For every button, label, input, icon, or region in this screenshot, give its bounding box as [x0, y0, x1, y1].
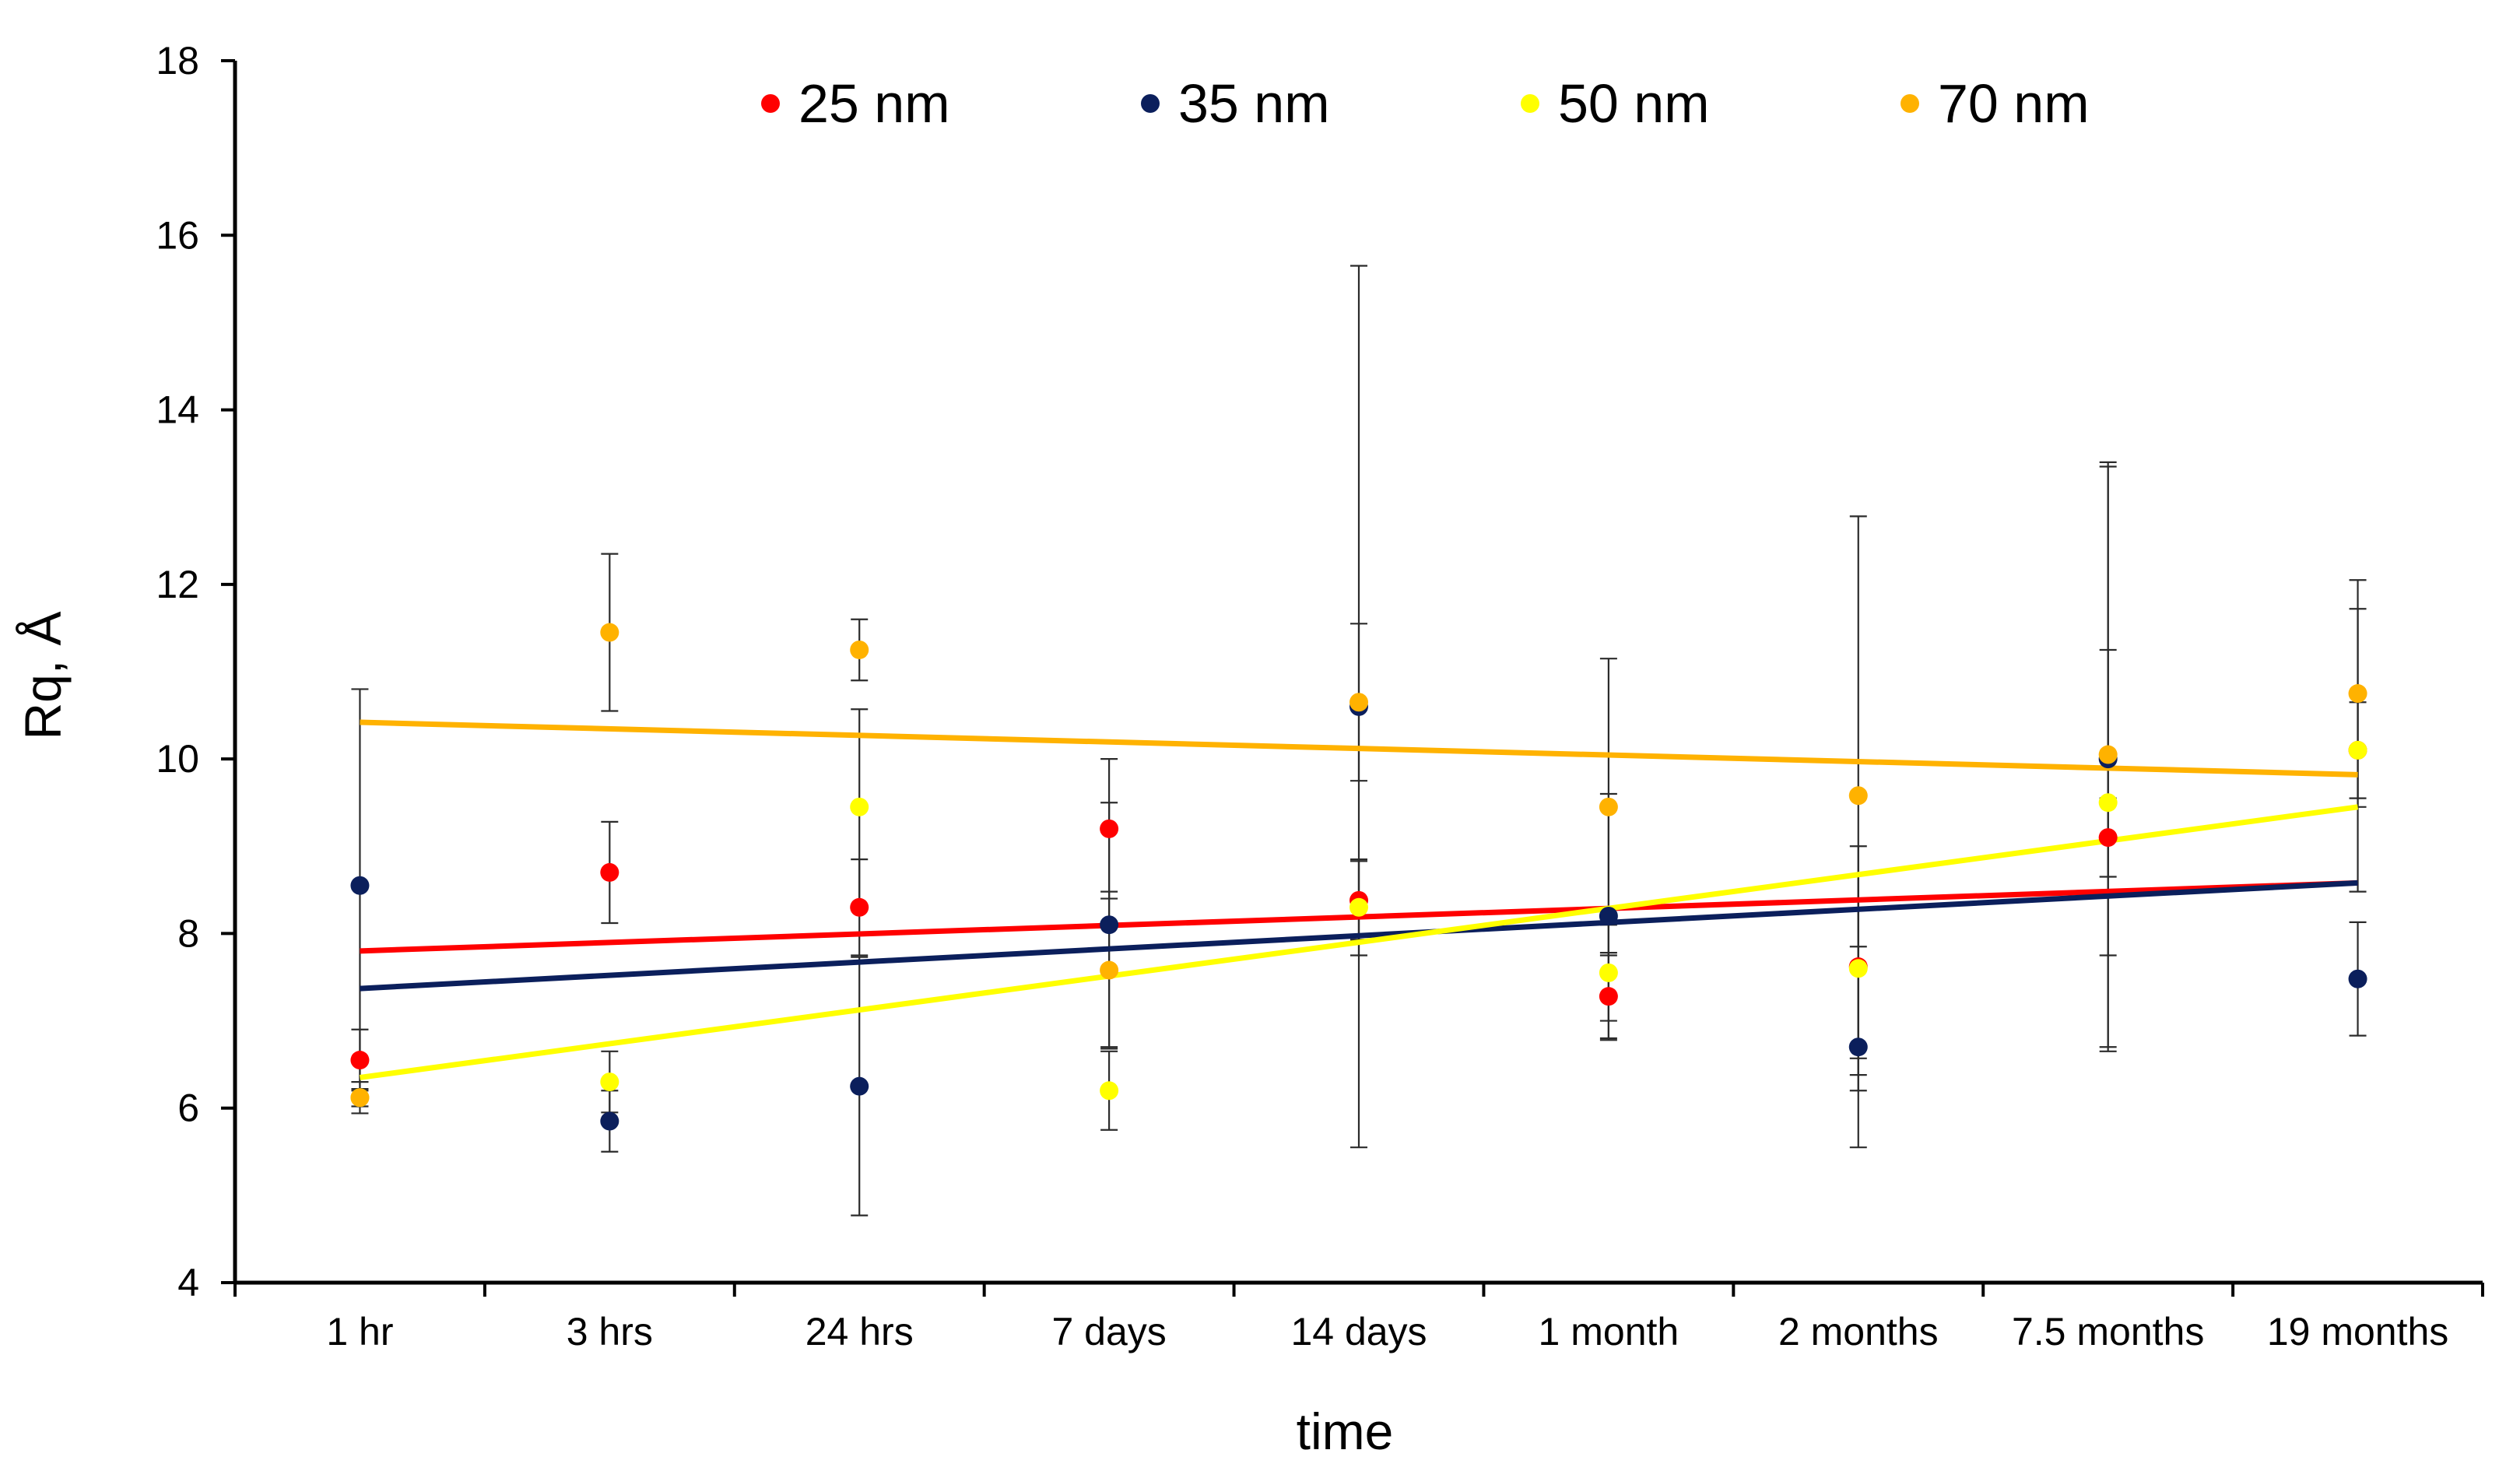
point-50-nm	[850, 797, 869, 816]
point-50-nm	[1100, 1081, 1119, 1101]
legend-marker	[1141, 94, 1160, 113]
point-35-nm	[1599, 907, 1618, 925]
y-tick-label: 4	[177, 1261, 199, 1304]
x-tick-label: 1 hr	[326, 1310, 393, 1353]
point-35-nm	[850, 1076, 869, 1096]
legend-label: 25 nm	[798, 73, 950, 134]
axes: 4 6 8 10 12 14 16 18 1 hr 3 hrs 24 hrs 7 days 14 da…	[156, 39, 2484, 1353]
point-50-nm	[1599, 963, 1618, 982]
legend-item-50-nm: 50 nm	[1521, 73, 1710, 134]
legend-marker	[1521, 94, 1539, 113]
point-35-nm	[1848, 1037, 1868, 1057]
y-tick-label: 12	[156, 563, 199, 606]
y-ticks: 4 6 8 10 12 14 16 18	[156, 39, 235, 1304]
x-tick-label: 19 months	[2267, 1310, 2448, 1353]
x-tick-label: 3 hrs	[567, 1310, 653, 1353]
trend-line-50-nm	[359, 804, 2359, 1080]
x-tick-label: 24 hrs	[805, 1310, 914, 1353]
legend-item-70-nm: 70 nm	[1901, 73, 2090, 134]
point-25-nm	[600, 862, 619, 882]
legend-marker	[1901, 94, 1919, 113]
point-25-nm	[350, 1051, 370, 1070]
y-tick-label: 16	[156, 213, 199, 257]
legend-item-25-nm: 25 nm	[761, 73, 950, 134]
trend-line-35-nm	[360, 879, 2358, 992]
point-70-nm	[1848, 786, 1868, 806]
point-35-nm	[600, 1111, 619, 1131]
point-70-nm	[2098, 745, 2118, 764]
x-tick-label: 2 months	[1778, 1310, 1939, 1353]
legend-label: 50 nm	[1558, 73, 1710, 134]
point-70-nm	[1100, 960, 1119, 980]
point-70-nm	[350, 1088, 370, 1108]
point-25-nm	[850, 897, 869, 917]
x-tick-label: 7.5 months	[2012, 1310, 2204, 1353]
legend-label: 35 nm	[1178, 73, 1330, 134]
point-50-nm	[1848, 959, 1868, 978]
point-70-nm	[600, 623, 619, 642]
point-70-nm	[1599, 797, 1618, 816]
x-tick-label: 1 month	[1539, 1310, 1679, 1353]
x-ticks: 1 hr 3 hrs 24 hrs 7 days 14 days 1 month 2 mon…	[233, 1283, 2484, 1353]
point-35-nm	[1100, 915, 1119, 935]
point-50-nm	[2348, 740, 2367, 760]
data-points	[350, 623, 2367, 1131]
x-tick-label: 7 days	[1051, 1310, 1166, 1353]
point-25-nm	[1599, 987, 1618, 1006]
legend-item-35-nm: 35 nm	[1141, 73, 1330, 134]
point-50-nm	[600, 1073, 619, 1092]
y-tick-label: 14	[156, 388, 199, 432]
point-35-nm	[2348, 969, 2367, 988]
y-tick-label: 6	[177, 1087, 199, 1130]
y-tick-label: 18	[156, 39, 199, 83]
point-70-nm	[1349, 693, 1368, 712]
plot-area	[350, 265, 2367, 1216]
y-axis-title: Rq, Å	[14, 611, 72, 739]
trend-line-25-nm	[360, 879, 2358, 954]
y-tick-label: 8	[177, 911, 199, 955]
x-tick-label: 14 days	[1290, 1310, 1427, 1353]
point-50-nm	[2098, 793, 2118, 813]
legend-label: 70 nm	[1938, 73, 2090, 134]
trend-lines	[359, 719, 2359, 1080]
trend-line-70-nm	[360, 719, 2358, 778]
point-70-nm	[850, 640, 869, 659]
x-axis-title: time	[1297, 1403, 1394, 1460]
point-25-nm	[1100, 819, 1119, 838]
y-tick-label: 10	[156, 737, 199, 781]
point-70-nm	[2348, 684, 2367, 704]
point-35-nm	[350, 876, 370, 895]
legend-marker	[761, 94, 780, 113]
point-25-nm	[2098, 828, 2118, 848]
error-bars	[351, 265, 2367, 1216]
point-50-nm	[1349, 897, 1368, 917]
legend: 25 nm 35 nm 50 nm 70 nm	[761, 73, 2090, 134]
